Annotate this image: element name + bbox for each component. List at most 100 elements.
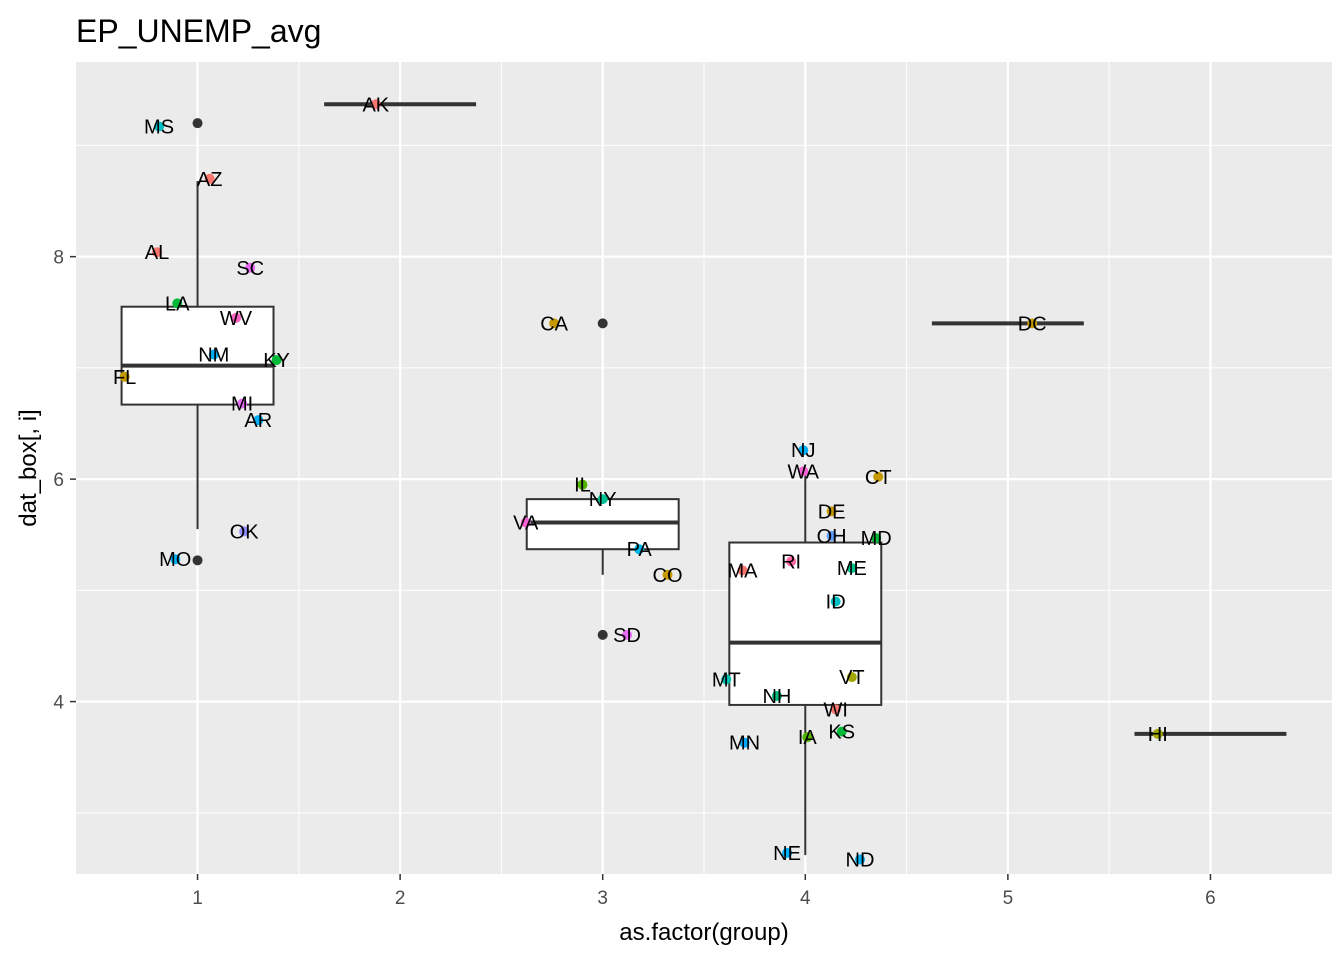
point-label-la: LA	[165, 293, 190, 315]
point-label-ak: AK	[362, 94, 389, 116]
data-point-wv	[231, 312, 242, 323]
point-label-nj: NJ	[791, 440, 815, 462]
point-label-dc: DC	[1018, 313, 1047, 335]
data-point-sc	[245, 262, 256, 273]
data-point-va	[520, 517, 531, 528]
point-label-nd: ND	[846, 850, 875, 872]
x-tick-label: 5	[1003, 888, 1014, 909]
point-label-va: VA	[513, 513, 539, 535]
point-label-ms: MS	[144, 117, 174, 139]
data-point-nh	[771, 691, 782, 702]
point-label-ca: CA	[540, 313, 568, 335]
point-label-me: ME	[837, 558, 867, 580]
data-point-ok	[239, 526, 250, 537]
point-label-md: MD	[861, 528, 892, 550]
point-label-mn: MN	[729, 733, 760, 755]
data-point-me	[846, 563, 857, 574]
point-label-az: AZ	[197, 169, 223, 191]
data-point-ks	[836, 726, 847, 737]
data-point-la	[172, 298, 183, 309]
point-label-ok: OK	[230, 521, 260, 543]
data-point-fl	[119, 371, 130, 382]
data-point-ct	[873, 471, 884, 482]
point-label-nh: NH	[762, 686, 791, 708]
data-point-hi	[1152, 728, 1163, 739]
point-label-de: DE	[818, 501, 846, 523]
data-point-ny	[597, 494, 608, 505]
axis-ticks: 1 2 3 4 5 6 4 6 8	[53, 248, 1215, 909]
data-point-ia	[802, 732, 813, 743]
data-point-az	[204, 173, 215, 184]
data-point-nj	[798, 445, 809, 456]
data-point-mt	[721, 674, 732, 685]
data-point-sd	[622, 629, 633, 640]
boxplot-group-1	[120, 118, 275, 566]
point-label-ma: MA	[727, 560, 758, 582]
data-point-wa	[798, 466, 809, 477]
point-label-ri: RI	[781, 551, 801, 573]
point-label-ny: NY	[589, 489, 617, 511]
data-point-ma	[737, 565, 748, 576]
data-point-mo	[170, 554, 181, 565]
data-point-ky	[271, 355, 282, 366]
x-axis-title: as.factor(group)	[619, 919, 788, 946]
point-label-oh: OH	[817, 526, 847, 548]
y-tick-label: 6	[53, 470, 64, 491]
point-label-ar: AR	[244, 410, 272, 432]
point-label-wi: WI	[823, 699, 847, 721]
point-label-nm: NM	[198, 345, 229, 367]
point-label-mt: MT	[712, 669, 741, 691]
data-point-vt	[846, 672, 857, 683]
x-tick-label: 1	[192, 888, 203, 909]
point-label-il: IL	[574, 475, 591, 497]
outlier-point	[597, 318, 608, 329]
x-tick-label: 2	[395, 888, 406, 909]
y-tick-label: 8	[53, 248, 64, 269]
point-label-ky: KY	[263, 350, 290, 372]
data-point-nd	[854, 854, 865, 865]
point-label-ks: KS	[828, 722, 855, 744]
y-tick-label: 4	[53, 693, 64, 714]
data-point-wi	[830, 704, 841, 715]
point-label-hi: HI	[1148, 724, 1168, 746]
data-point-ca	[549, 318, 560, 329]
point-label-ct: CT	[865, 467, 892, 489]
x-tick-label: 4	[800, 888, 811, 909]
data-point-il	[577, 479, 588, 490]
data-point-nm	[208, 349, 219, 360]
point-label-sc: SC	[236, 258, 264, 280]
point-label-ia: IA	[798, 727, 818, 749]
point-label-co: CO	[653, 565, 683, 587]
data-point-mn	[739, 737, 750, 748]
y-axis-title: dat_box[, i]	[15, 409, 42, 526]
data-point-ms	[154, 121, 165, 132]
data-point-co	[662, 569, 673, 580]
point-label-pa: PA	[627, 539, 653, 561]
chart-title: EP_UNEMP_avg	[76, 13, 321, 49]
data-point-md	[871, 533, 882, 544]
data-point-oh	[826, 530, 837, 541]
point-label-vt: VT	[839, 667, 865, 689]
box	[120, 305, 275, 406]
point-label-al: AL	[145, 242, 169, 264]
point-label-mi: MI	[231, 393, 253, 415]
outlier-point	[192, 118, 203, 129]
x-tick-label: 6	[1205, 888, 1216, 909]
data-point-al	[152, 247, 163, 258]
data-point-pa	[634, 544, 645, 555]
point-label-wv: WV	[220, 308, 253, 330]
point-label-mo: MO	[159, 549, 191, 571]
data-point-ar	[253, 415, 264, 426]
x-tick-label: 3	[597, 888, 608, 909]
outlier-point	[597, 629, 608, 640]
point-label-id: ID	[826, 591, 846, 613]
data-point-ne	[782, 847, 793, 858]
point-label-fl: FL	[113, 367, 136, 389]
data-point-ak	[370, 99, 381, 110]
outlier-point	[192, 555, 203, 566]
point-label-ne: NE	[773, 843, 801, 865]
data-point-mi	[237, 398, 248, 409]
data-point-de	[826, 506, 837, 517]
